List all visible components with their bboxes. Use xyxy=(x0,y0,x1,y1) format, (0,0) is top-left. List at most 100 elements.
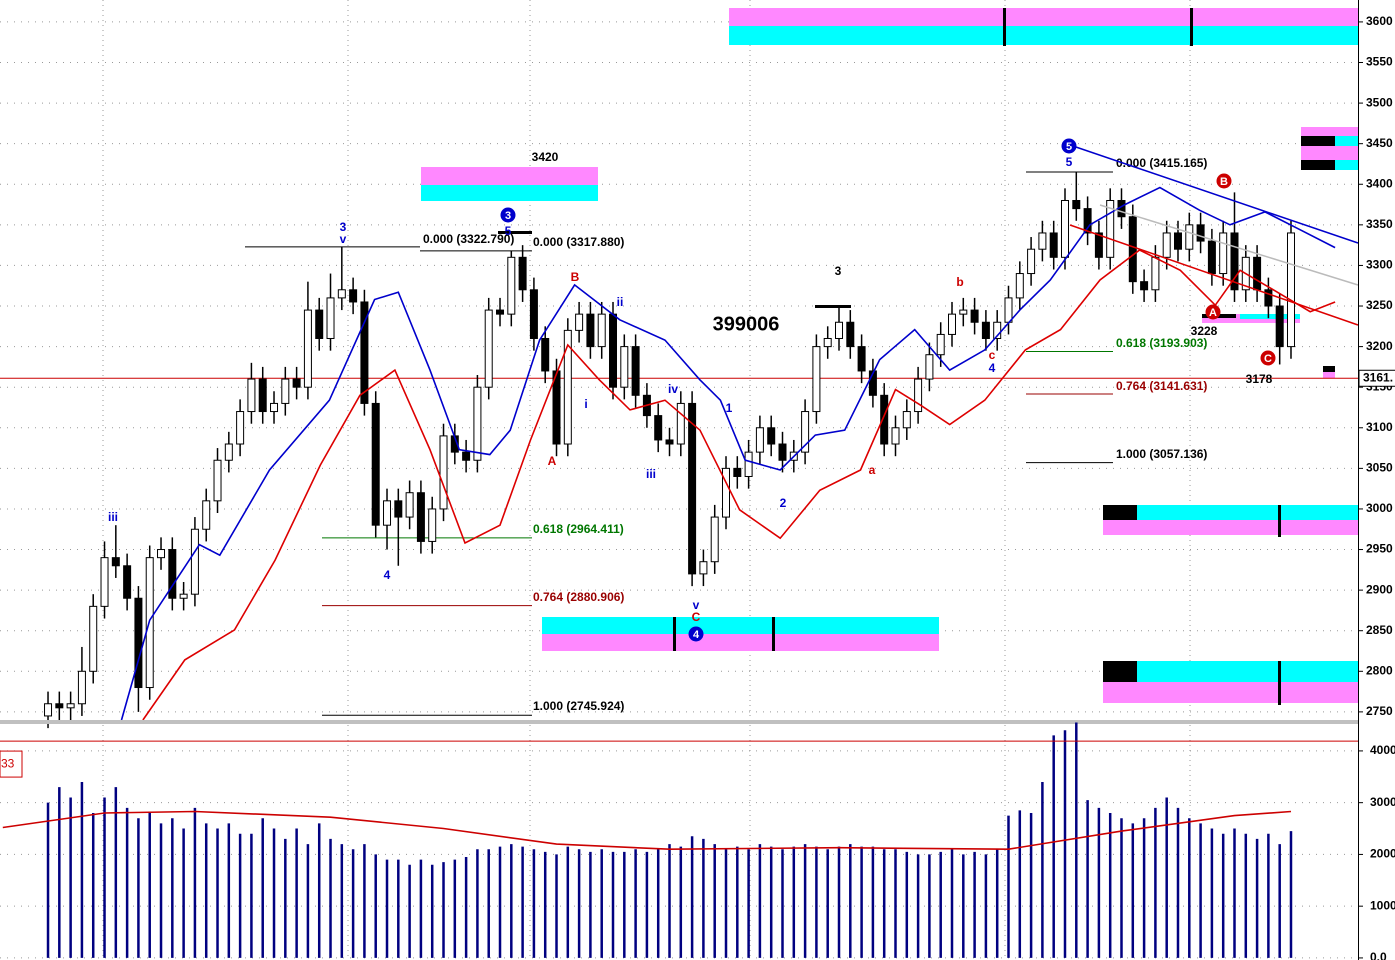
wave-label: v xyxy=(693,598,700,612)
candle-body xyxy=(733,467,742,477)
wave-circle-label: 4 xyxy=(693,629,700,641)
zone-tick xyxy=(1278,661,1281,705)
y-tick-label: 3600 xyxy=(1366,14,1393,28)
candle-body xyxy=(631,346,640,396)
candle-body xyxy=(868,370,877,396)
wave-label: 3420 xyxy=(532,150,559,164)
volume-ma xyxy=(2,810,1292,851)
zone xyxy=(542,634,939,651)
candle-body xyxy=(270,402,279,413)
candle-body xyxy=(473,386,482,461)
y-tick-label: 3200 xyxy=(1366,339,1393,353)
y-tick-label: 3450 xyxy=(1366,136,1393,150)
wave-label: 5 xyxy=(1066,155,1073,169)
price-axis: 2750280028502900295030003050310031503200… xyxy=(1358,14,1395,960)
wave-label: 3178 xyxy=(1246,372,1273,386)
candle-body xyxy=(1151,256,1160,291)
candle-body xyxy=(1173,232,1182,250)
candle-body xyxy=(134,597,143,689)
candle-body xyxy=(394,500,403,518)
candle-body xyxy=(812,346,821,413)
y-tick-label: 3000 xyxy=(1366,501,1393,515)
y-tick-label: 2800 xyxy=(1366,663,1393,677)
candle-body xyxy=(213,459,222,502)
wave-label: 4 xyxy=(989,361,996,375)
y-tick-label: 3350 xyxy=(1366,217,1393,231)
fib-label: 0.000 (3415.165) xyxy=(1116,156,1207,170)
candle-body xyxy=(337,289,346,299)
zone xyxy=(1103,661,1137,682)
candle-body xyxy=(111,557,120,567)
moving-average xyxy=(142,249,1336,721)
candle-body xyxy=(462,451,471,461)
panel-divider xyxy=(0,720,1358,724)
candle-body xyxy=(981,321,990,339)
price-panel: 0.000 (3322.790) 0.000 (3317.880) 0.618 (2… xyxy=(0,138,1358,729)
wave-label: iii xyxy=(646,467,656,481)
fib-label: 1.000 (3057.136) xyxy=(1116,447,1207,461)
candle-body xyxy=(902,411,911,429)
wave-circle xyxy=(1216,173,1232,189)
wave-circle-label: B xyxy=(1220,176,1228,188)
wave-label: iii xyxy=(108,510,118,524)
candle-body xyxy=(326,297,335,339)
candle-body xyxy=(383,500,392,526)
zone xyxy=(1335,136,1358,146)
y-tick-label: 3400 xyxy=(1366,176,1393,190)
zone xyxy=(1103,505,1137,520)
zone xyxy=(729,26,1358,45)
candle-body xyxy=(541,337,550,372)
zone xyxy=(1323,366,1335,372)
candle-body xyxy=(484,309,493,388)
candle-body xyxy=(315,309,324,339)
zone xyxy=(542,617,939,634)
candle-body xyxy=(258,378,267,413)
zone xyxy=(421,185,598,201)
candle-body xyxy=(190,528,199,595)
y-tick-label: 2750 xyxy=(1366,704,1393,718)
candle-body xyxy=(1253,256,1262,291)
wave-circle-label: 5 xyxy=(1066,141,1072,153)
candle-body xyxy=(157,549,166,559)
wave-label: b xyxy=(956,275,963,289)
candle-body xyxy=(575,313,584,331)
candle-body xyxy=(1083,208,1092,234)
volume-tick-label: 1000 xyxy=(1370,898,1395,912)
candle-body xyxy=(405,492,414,518)
candle-body xyxy=(496,309,505,315)
zone xyxy=(498,231,532,234)
candle-body xyxy=(710,516,719,563)
wave-label: iv xyxy=(668,382,678,396)
candle-body xyxy=(1015,273,1024,299)
volume-tick-label: 0.0 xyxy=(1370,950,1387,960)
fib-label: 0.764 (2880.906) xyxy=(533,590,624,604)
wave-circle xyxy=(1260,350,1276,366)
zone xyxy=(1301,127,1358,136)
price-label-box xyxy=(1358,369,1395,387)
candle-body xyxy=(665,439,674,445)
candle-body xyxy=(835,321,844,339)
candle-body xyxy=(1275,305,1284,348)
zone xyxy=(729,8,1358,26)
wave-label: a xyxy=(869,463,876,477)
candle-body xyxy=(1038,232,1047,250)
candle-body xyxy=(1196,224,1205,242)
y-tick-label: 3550 xyxy=(1366,55,1393,69)
wave-circle-label: 3 xyxy=(505,210,511,222)
candle-body xyxy=(77,670,86,705)
wave-circle xyxy=(1061,138,1077,154)
fib-label: 0.618 (2964.411) xyxy=(533,522,624,536)
wave-label: 2 xyxy=(780,496,787,510)
candle-body xyxy=(801,411,810,453)
zone xyxy=(1301,136,1335,146)
zone xyxy=(815,305,851,308)
candle-body xyxy=(970,309,979,323)
candle-body xyxy=(1004,297,1013,323)
wave-label: 3 xyxy=(340,220,347,234)
wave-circle xyxy=(500,207,516,223)
wave-label: 399006 xyxy=(713,313,780,335)
volume-tick-label: 2000 xyxy=(1370,847,1395,861)
wave-circle-label: A xyxy=(1209,307,1217,319)
zones xyxy=(421,8,1358,705)
